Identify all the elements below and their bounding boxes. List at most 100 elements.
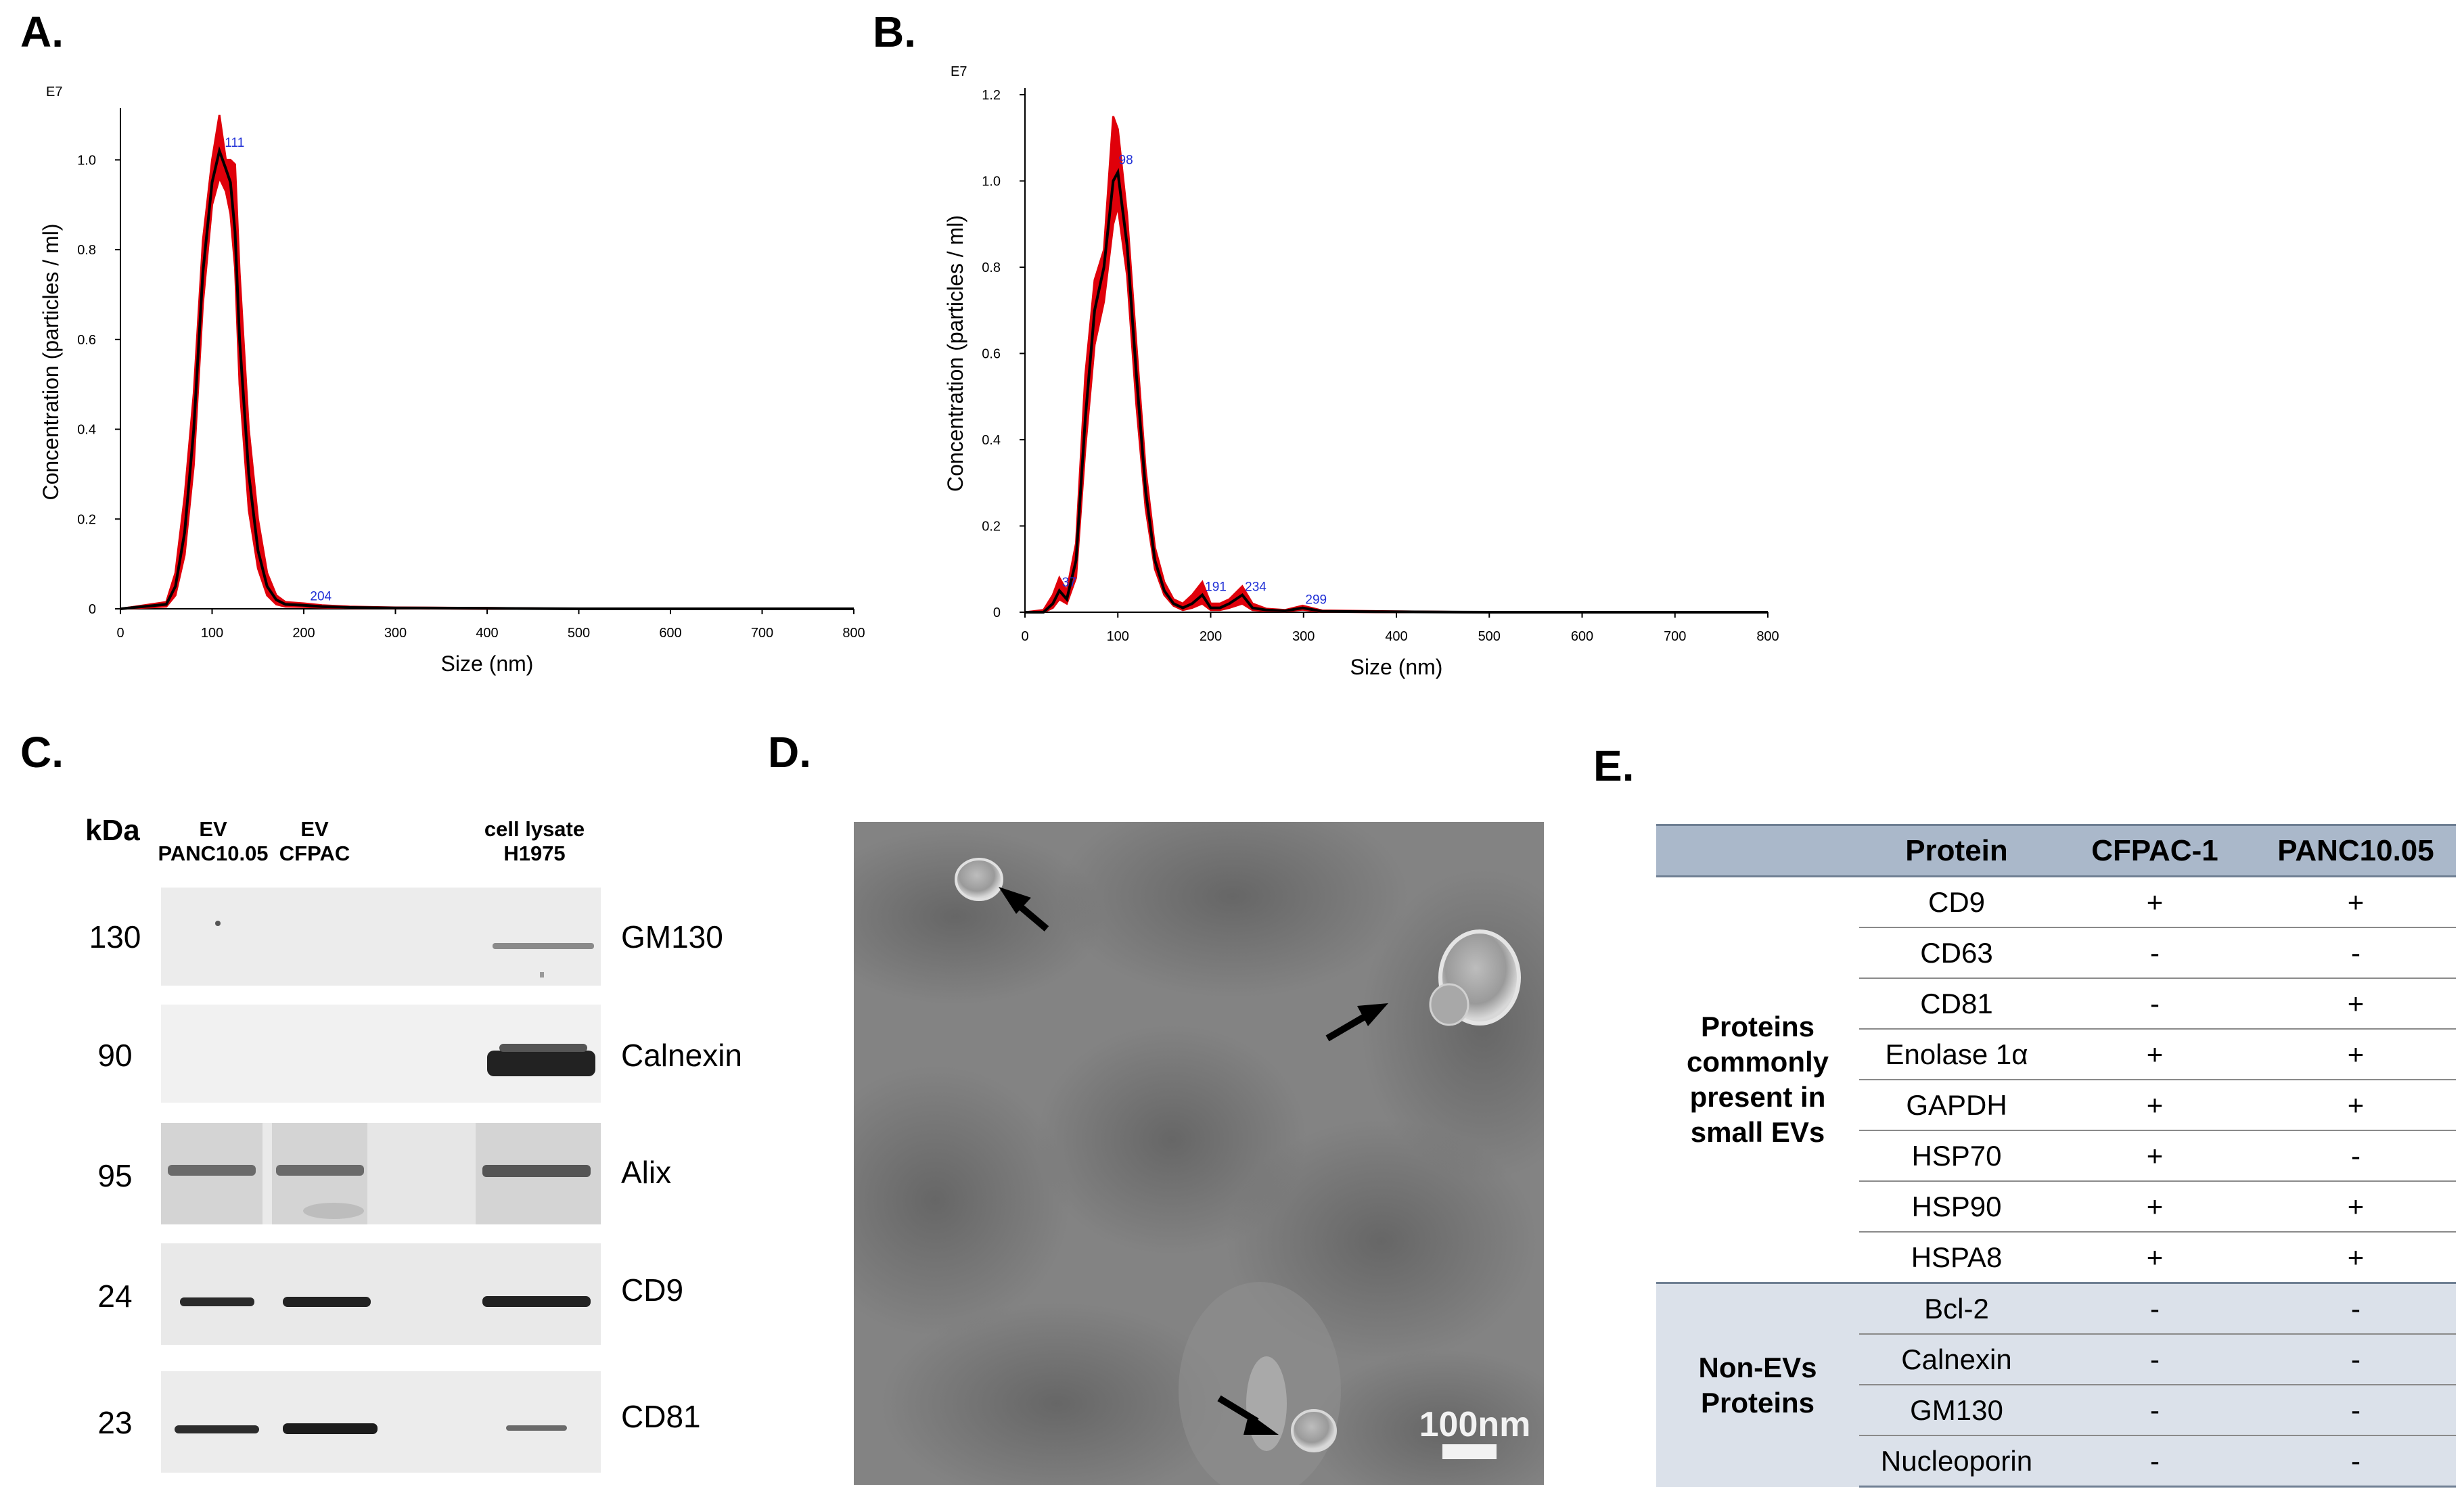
panc-value: - <box>2256 1130 2456 1182</box>
protein-name: HSPA8 <box>1911 1241 2003 1273</box>
kda-value: 24 <box>97 1279 133 1314</box>
x-tick-label: 700 <box>1664 629 1686 644</box>
cfpac-value: - <box>2054 1385 2256 1436</box>
panc-value: + <box>2256 1181 2456 1233</box>
protein-name: CD63 <box>1859 927 2054 979</box>
cfpac-value: + <box>2054 876 2256 928</box>
kda-value: 130 <box>89 919 141 954</box>
panel-label-d: D. <box>768 728 811 777</box>
group-label: Non-EVs Proteins <box>1656 1282 1859 1487</box>
protein-name: Bcl-2 <box>1859 1282 2054 1335</box>
y-tick-label: 0.4 <box>77 423 96 438</box>
kda-header: kDa <box>85 814 140 847</box>
x-tick-label: 500 <box>568 626 590 641</box>
x-tick-label: 600 <box>659 626 681 641</box>
mean-line <box>1025 168 1768 614</box>
cfpac-value: + <box>2146 1241 2164 1273</box>
x-tick-label: 200 <box>292 626 315 641</box>
panc-value: - <box>2256 1435 2456 1488</box>
scale-bar <box>1442 1444 1497 1459</box>
cfpac-value: + <box>2054 1130 2256 1182</box>
marker-label: Alix <box>621 1155 672 1190</box>
table-row: CD63 - - <box>1656 927 2456 979</box>
cfpac-value: - <box>2054 1435 2256 1488</box>
arrow-icon <box>999 887 1049 932</box>
panc-value: - <box>2256 1334 2456 1385</box>
x-axis-label: Size (nm) <box>441 651 534 676</box>
kda-value: 90 <box>97 1038 133 1073</box>
column-header: Protein <box>1859 824 2054 877</box>
y-tick-label: 0 <box>89 602 96 617</box>
table-row: Nucleoporin - - <box>1656 1435 2456 1488</box>
peak-label: 204 <box>310 589 332 603</box>
lane-header-3: cell lysate H1975 <box>484 817 585 865</box>
x-tick-label: 300 <box>384 626 407 641</box>
y-tick-label: 0.6 <box>77 333 96 348</box>
protein-table: Protein CFPAC-1 PANC10.05 Proteins commo… <box>1656 824 2456 1488</box>
table-row: HSP70 + - <box>1656 1130 2456 1182</box>
panel-label-b: B. <box>873 7 916 56</box>
x-tick-label: 400 <box>1385 629 1407 644</box>
x-tick-label: 100 <box>1107 629 1129 644</box>
peak-label: 191 <box>1205 580 1227 595</box>
protein-name: CD9 <box>1859 876 2054 928</box>
nta-chart-b: E7 0 0.2 0.4 0.6 0.8 1.0 1.2 0 100 200 300 400 500 600… <box>943 64 1779 679</box>
blot-strip-cd81 <box>161 1371 601 1473</box>
y-axis-label: Concentration (particles / ml) <box>39 223 63 500</box>
kda-value: 95 <box>97 1158 133 1193</box>
panc-value: - <box>2256 927 2456 979</box>
blot-strip-alix <box>161 1123 601 1224</box>
column-header <box>1656 824 1859 877</box>
y-tick-label: 1.0 <box>77 153 96 168</box>
x-tick-label: 400 <box>476 626 498 641</box>
cfpac-value: + <box>2054 1181 2256 1233</box>
error-band <box>120 114 854 610</box>
lane-header-1: EV PANC10.05 <box>158 817 269 865</box>
x-tick-label: 800 <box>842 626 865 641</box>
table-row: Proteins commonly present in small EVs C… <box>1656 876 2456 1148</box>
table-row: Non-EVs Proteins Bcl-2 - - <box>1656 1282 2456 1487</box>
table-row: HSPA8 + + <box>1656 1232 2456 1283</box>
nta-chart-a: E7 0 0.2 0.4 0.6 0.8 1.0 0 100 200 300 400 500 600 700… <box>39 85 865 676</box>
axis-multiplier-label: E7 <box>46 85 62 99</box>
peak-label: 98 <box>1119 153 1133 167</box>
protein-name: Calnexin <box>1859 1334 2054 1385</box>
blot-strip-cd9 <box>161 1243 601 1345</box>
y-tick-label: 0.4 <box>982 433 1001 448</box>
panel-label-a: A. <box>20 7 64 56</box>
protein-name: GM130 <box>1859 1385 2054 1436</box>
column-header: CFPAC-1 <box>2054 824 2256 877</box>
protein-name: HSP70 <box>1859 1130 2054 1182</box>
table-row: GAPDH + + <box>1656 1080 2456 1131</box>
panc-value: + <box>2256 978 2456 1030</box>
marker-label: Calnexin <box>621 1038 742 1073</box>
peak-label: 299 <box>1305 593 1327 607</box>
tem-micrograph: 100nm <box>854 822 1544 1485</box>
table-header-row: Protein CFPAC-1 PANC10.05 <box>1656 824 2456 877</box>
kda-value: 23 <box>97 1405 133 1440</box>
error-band <box>1024 116 1768 614</box>
arrow-icon <box>1325 1003 1388 1042</box>
x-tick-label: 300 <box>1292 629 1315 644</box>
panc-value: + <box>2256 1080 2456 1131</box>
marker-label: GM130 <box>621 919 723 954</box>
marker-label: CD9 <box>621 1272 684 1308</box>
x-tick-label: 800 <box>1756 629 1779 644</box>
table-row: HSP90 + + <box>1656 1181 2456 1233</box>
cfpac-value: + <box>2054 1029 2256 1080</box>
column-header: PANC10.05 <box>2256 824 2456 877</box>
y-tick-label: 0.2 <box>77 512 96 527</box>
panc-value: - <box>2256 1282 2456 1335</box>
panel-label-c: C. <box>20 728 64 777</box>
panc-value: + <box>2256 1029 2456 1080</box>
cfpac-value: - <box>2054 1282 2256 1335</box>
y-tick-label: 0 <box>993 605 1001 620</box>
marker-label: CD81 <box>621 1399 701 1434</box>
panc-value: - <box>2256 1385 2456 1436</box>
table-row: GM130 - - <box>1656 1385 2456 1436</box>
cfpac-value: + <box>2054 1080 2256 1131</box>
protein-name: Enolase 1α <box>1859 1029 2054 1080</box>
x-tick-label: 700 <box>751 626 773 641</box>
y-tick-label: 0.2 <box>982 520 1001 534</box>
peak-label: 37 <box>1062 576 1076 590</box>
